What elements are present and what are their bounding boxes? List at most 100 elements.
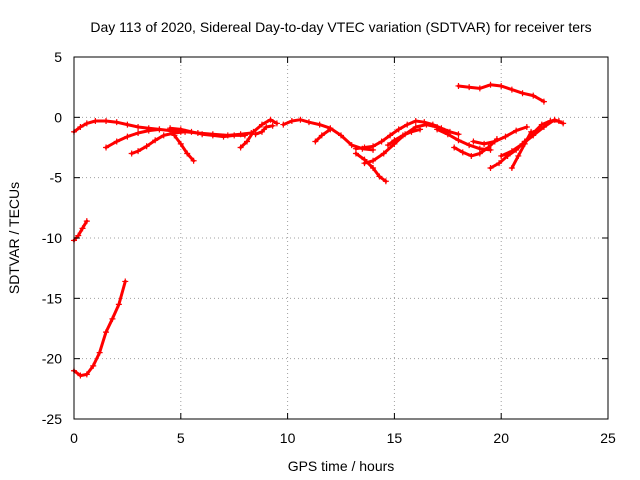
data-point: [498, 152, 505, 159]
grid: [74, 57, 608, 419]
data-point: [508, 86, 515, 93]
series-seg2: [71, 278, 129, 379]
series-seg11: [312, 126, 334, 145]
data-point: [468, 152, 475, 159]
series-seg9: [252, 122, 276, 138]
x-tick-label: 20: [493, 430, 509, 446]
data-point: [476, 150, 483, 157]
data-plot: [71, 81, 567, 379]
data-point: [113, 138, 120, 145]
data-point: [376, 173, 383, 180]
data-point: [491, 138, 498, 145]
data-point: [280, 121, 287, 128]
data-point: [188, 128, 195, 135]
data-point: [252, 131, 259, 138]
data-point: [551, 116, 558, 123]
data-point: [135, 148, 142, 155]
data-point: [455, 137, 462, 144]
data-point: [156, 126, 163, 133]
data-point: [444, 131, 451, 138]
data-point: [244, 138, 251, 145]
data-point: [370, 157, 377, 164]
data-point: [408, 128, 415, 135]
data-point: [316, 121, 323, 128]
data-point: [455, 82, 462, 89]
data-point: [487, 165, 494, 172]
data-point: [459, 149, 466, 156]
data-point: [528, 128, 535, 135]
data-point: [513, 127, 520, 134]
data-point: [338, 132, 344, 139]
data-point: [466, 84, 473, 91]
data-point: [269, 122, 276, 129]
series-trace: [172, 133, 196, 163]
data-point: [412, 117, 419, 124]
data-point: [263, 123, 270, 130]
data-point: [380, 150, 387, 157]
data-point: [103, 329, 110, 336]
data-point: [412, 123, 419, 130]
data-point: [318, 132, 325, 139]
series-trace: [281, 118, 375, 152]
data-point: [145, 127, 152, 134]
data-point: [190, 157, 197, 164]
x-tick-label: 25: [600, 430, 616, 446]
data-point: [508, 165, 515, 172]
data-point: [273, 120, 280, 127]
series-seg16: [434, 126, 494, 153]
series-trace: [499, 118, 565, 158]
data-point: [122, 278, 129, 285]
data-point: [103, 144, 110, 151]
series-seg4: [103, 126, 163, 151]
series-trace: [354, 152, 388, 183]
data-point: [404, 121, 411, 128]
data-point: [109, 315, 116, 322]
data-point: [124, 121, 131, 128]
data-point: [171, 132, 178, 139]
data-point: [515, 152, 522, 159]
chart-title: Day 113 of 2020, Sidereal Day-to-day VTE…: [90, 19, 591, 35]
data-point: [382, 178, 389, 185]
data-point: [370, 143, 377, 150]
data-point: [143, 143, 150, 150]
y-tick-label: -20: [42, 351, 62, 367]
data-point: [241, 132, 248, 139]
series-seg3: [71, 117, 184, 135]
data-point: [378, 138, 385, 145]
data-point: [502, 133, 509, 140]
data-point: [160, 132, 167, 139]
series-seg21: [498, 116, 567, 159]
series-seg8: [237, 116, 280, 151]
series-trace: [72, 279, 127, 378]
y-tick-label: 5: [54, 49, 62, 65]
series-seg6: [167, 125, 248, 140]
series-seg7: [171, 132, 197, 164]
series-seg10: [280, 116, 377, 153]
data-point: [399, 132, 406, 139]
data-point: [83, 218, 90, 225]
series-trace: [452, 137, 499, 158]
data-point: [523, 123, 530, 130]
series-seg22: [470, 123, 530, 147]
data-point: [237, 144, 244, 151]
data-point: [152, 137, 159, 144]
series-seg13: [352, 150, 389, 185]
data-point: [370, 165, 377, 172]
y-axis-label: SDTVAR / TECUs: [6, 182, 22, 294]
x-axis-label: GPS time / hours: [288, 458, 395, 474]
data-point: [485, 144, 492, 151]
data-point: [519, 90, 526, 97]
data-point: [288, 117, 295, 124]
data-point: [423, 121, 430, 128]
data-point: [476, 85, 483, 92]
data-point: [135, 123, 142, 130]
data-point: [113, 119, 120, 126]
data-point: [455, 131, 462, 138]
data-point: [220, 133, 227, 140]
data-point: [530, 132, 537, 139]
data-point: [498, 82, 505, 89]
x-tick-label: 15: [387, 430, 403, 446]
data-point: [466, 142, 473, 149]
data-point: [487, 81, 494, 88]
